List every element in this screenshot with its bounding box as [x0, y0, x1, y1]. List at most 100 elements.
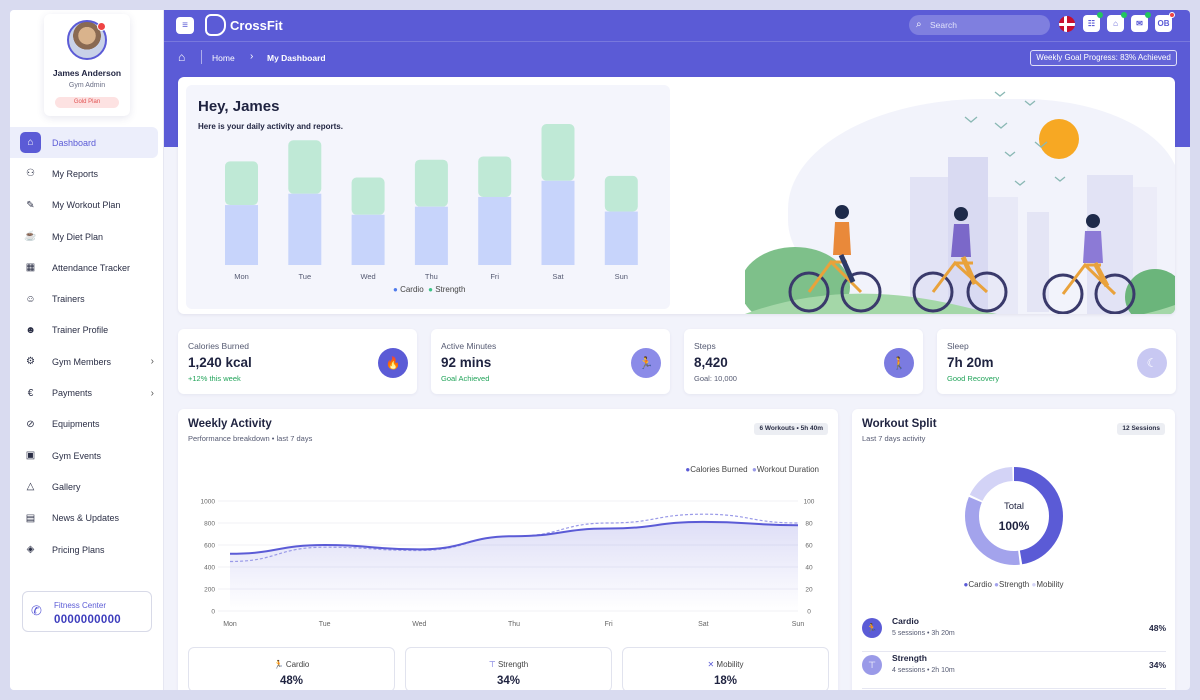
sidebar-item-calendar[interactable]: ▦ Attendance Tracker: [10, 252, 164, 283]
stat-label: Sleep: [947, 341, 969, 351]
stat-card[interactable]: Active Minutes 92 mins Goal Achieved 🏃: [431, 329, 670, 394]
language-flag-icon[interactable]: [1059, 16, 1075, 32]
workout-split-donut: [965, 467, 1063, 565]
split-row-mobility[interactable]: ✕ Mobility: [862, 689, 1166, 690]
weekly-activity-title: Weekly Activity: [188, 418, 272, 430]
chevron-right-icon: ›: [150, 356, 154, 368]
sidebar-item-payment[interactable]: € Payments ›: [10, 377, 164, 408]
stat-subtext: +12% this week: [188, 374, 241, 383]
x-tick-label: Sun: [792, 621, 805, 628]
y2-tick-label: 20: [805, 587, 813, 594]
user-initials-avatar[interactable]: OB: [1155, 12, 1175, 32]
sidebar-item-workout[interactable]: ✎ My Workout Plan: [10, 190, 164, 221]
stat-value: 92 mins: [441, 355, 492, 370]
legend-cardio: ●Cardio: [963, 580, 992, 589]
sidebar-item-trainer[interactable]: ☺ Trainers: [10, 283, 164, 314]
reports-icon: ⚇: [26, 168, 35, 180]
breadcrumb-home[interactable]: Home: [212, 53, 235, 63]
sidebar-item-gallery[interactable]: △ Gallery: [10, 471, 164, 502]
y-tick-label: 600: [204, 543, 215, 550]
brand-name[interactable]: CrossFit: [230, 18, 283, 33]
apps-icon[interactable]: ☷: [1083, 12, 1103, 32]
news-icon: ▤: [25, 512, 36, 524]
trainer-icon: ☺: [25, 293, 36, 305]
cardio-bar: [414, 206, 448, 265]
fitness-center-contact[interactable]: ✆ Fitness Center 0000000000: [22, 591, 152, 632]
stat-card[interactable]: Sleep 7h 20m Good Recovery ☾: [937, 329, 1176, 394]
split-summary-strength: ⊤ Strength 34%: [405, 647, 612, 690]
stat-card[interactable]: Steps 8,420 Goal: 10,000 🚶: [684, 329, 923, 394]
sidebar-item-news[interactable]: ▤ News & Updates: [10, 503, 164, 534]
sidebar-item-events[interactable]: ▣ Gym Events: [10, 440, 164, 471]
strength-bar: [288, 140, 322, 194]
mini-value: 34%: [496, 675, 521, 687]
weekly-activity-card: Weekly Activity Performance breakdown • …: [178, 409, 838, 690]
fitness-center-label: Fitness Center: [54, 601, 107, 610]
crossfit-logo-icon[interactable]: [205, 14, 226, 36]
x-tick-label: Wed: [360, 272, 375, 281]
sidebar-item-label: Gallery: [52, 481, 81, 492]
mini-value: 18%: [713, 675, 738, 687]
sidebar-item-diet[interactable]: ☕ My Diet Plan: [10, 221, 164, 252]
donut-segment-strength: [965, 467, 1063, 565]
message-icon[interactable]: ✉: [1131, 12, 1151, 32]
sidebar-item-label: My Reports: [52, 168, 99, 179]
home-icon[interactable]: ⌂: [178, 50, 186, 64]
cardio-bar: [541, 180, 575, 265]
workout-split-legend: ●Cardio ●Strength ●Mobility: [852, 580, 1175, 589]
sidebar-item-label: Pricing Plans: [52, 544, 105, 555]
sidebar-item-equipment[interactable]: ⊘ Equipments: [10, 409, 164, 440]
x-tick-label: Sun: [615, 272, 628, 281]
avatar[interactable]: [67, 20, 107, 60]
hero-chart-legend: ● Cardio ● Strength: [393, 285, 466, 294]
x-tick-label: Sat: [698, 621, 709, 628]
cart-icon[interactable]: ⌂: [1107, 12, 1127, 32]
x-tick-label: Tue: [319, 621, 331, 628]
y-tick-label: 1000: [201, 499, 216, 506]
strength-bar: [414, 159, 448, 207]
sidebar-item-home[interactable]: ⌂ Dashboard: [10, 127, 158, 159]
members-icon: ⚙: [26, 356, 35, 368]
split-row-percent: 34%: [1148, 660, 1166, 670]
breadcrumb-current: My Dashboard: [267, 53, 326, 63]
calories-burned-line: [229, 520, 799, 555]
split-summary-cardio: 🏃 Cardio 48%: [188, 647, 395, 690]
sidebar-item-label: My Diet Plan: [52, 231, 104, 242]
split-row-cardio[interactable]: 🏃 Cardio 5 sessions • 3h 20m 48%: [862, 615, 1166, 652]
sidebar-item-reports[interactable]: ⚇ My Reports: [10, 158, 164, 189]
sidebar-nav: ⌂ Dashboard ⚇ My Reports ✎ My Workout Plan ☕ My…: [10, 127, 164, 565]
profile-role: Gym Admin: [68, 82, 106, 89]
greeting-title: Hey, James: [198, 98, 280, 115]
sidebar-item-label: Dashboard: [52, 137, 97, 148]
search-input[interactable]: ⌕ Search: [909, 15, 1050, 35]
split-row-strength[interactable]: ⊤ Strength 4 sessions • 2h 10m 34%: [862, 652, 1166, 689]
fitness-center-phone[interactable]: 0000000000: [54, 614, 121, 626]
stat-icon: 🚶: [884, 348, 914, 378]
profile-card[interactable]: James Anderson Gym Admin Gold Plan: [44, 14, 130, 116]
stat-card[interactable]: Calories Burned 1,240 kcal +12% this wee…: [178, 329, 417, 394]
legend-calories: Calories Burned: [690, 465, 748, 474]
calories-area: [230, 521, 798, 611]
split-row-name: Cardio: [892, 616, 919, 626]
x-tick-label: Fri: [605, 621, 614, 628]
sidebar-item-label: Payments: [52, 388, 93, 399]
hero-card: Hey, James Here is your daily activity a…: [178, 77, 1175, 314]
workouts-summary-badge: 6 Workouts • 5h 40m: [754, 423, 828, 435]
stat-value: 8,420: [694, 355, 728, 370]
daily-activity-chart: Mon Tue Wed Thu Fri Sat Sun: [225, 124, 638, 281]
stat-subtext: Goal: 10,000: [694, 374, 737, 383]
stat-subtext: Good Recovery: [947, 374, 1000, 383]
sidebar-item-members[interactable]: ⚙ Gym Members ›: [10, 346, 164, 377]
cyclists-illustration: [745, 91, 1175, 314]
workout-split-title: Workout Split: [862, 418, 937, 430]
x-tick-label: Wed: [412, 621, 426, 628]
menu-toggle-button[interactable]: ≡: [176, 17, 194, 34]
x-tick-label: Thu: [508, 621, 520, 628]
sidebar-item-label: Trainer Profile: [52, 325, 109, 336]
split-row-sub: 5 sessions • 3h 20m: [892, 630, 955, 637]
stat-subtext: Goal Achieved: [441, 374, 490, 383]
sidebar-item-profile[interactable]: ☻ Trainer Profile: [10, 315, 164, 346]
mini-label: 🏃 Cardio: [273, 660, 310, 669]
sidebar-item-pricing[interactable]: ◈ Pricing Plans: [10, 534, 164, 565]
